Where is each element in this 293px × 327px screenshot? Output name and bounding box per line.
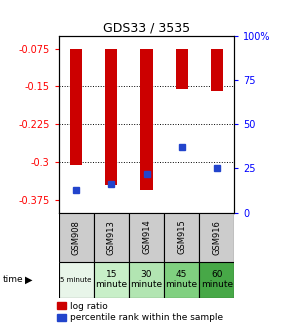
- Text: ▶: ▶: [25, 275, 33, 284]
- Text: 15
minute: 15 minute: [95, 270, 127, 289]
- Bar: [211, 49, 223, 92]
- Text: GSM915: GSM915: [177, 220, 186, 254]
- Bar: [105, 49, 117, 185]
- Title: GDS33 / 3535: GDS33 / 3535: [103, 22, 190, 35]
- Bar: [164, 262, 199, 298]
- Bar: [94, 262, 129, 298]
- Legend: log ratio, percentile rank within the sample: log ratio, percentile rank within the sa…: [57, 302, 223, 322]
- Text: GSM908: GSM908: [72, 220, 81, 254]
- Text: 45
minute: 45 minute: [166, 270, 198, 289]
- Text: 60
minute: 60 minute: [201, 270, 233, 289]
- Bar: [164, 213, 199, 262]
- Bar: [140, 49, 153, 190]
- Bar: [199, 213, 234, 262]
- Bar: [199, 262, 234, 298]
- Text: GSM914: GSM914: [142, 220, 151, 254]
- Text: 5 minute: 5 minute: [60, 277, 92, 283]
- Bar: [70, 49, 82, 164]
- Bar: [59, 262, 94, 298]
- Text: time: time: [3, 275, 23, 284]
- Bar: [176, 49, 188, 89]
- Bar: [59, 213, 94, 262]
- Text: GSM913: GSM913: [107, 220, 116, 254]
- Bar: [129, 262, 164, 298]
- Bar: [129, 213, 164, 262]
- Text: GSM916: GSM916: [212, 220, 221, 254]
- Text: 30
minute: 30 minute: [130, 270, 163, 289]
- Bar: [94, 213, 129, 262]
